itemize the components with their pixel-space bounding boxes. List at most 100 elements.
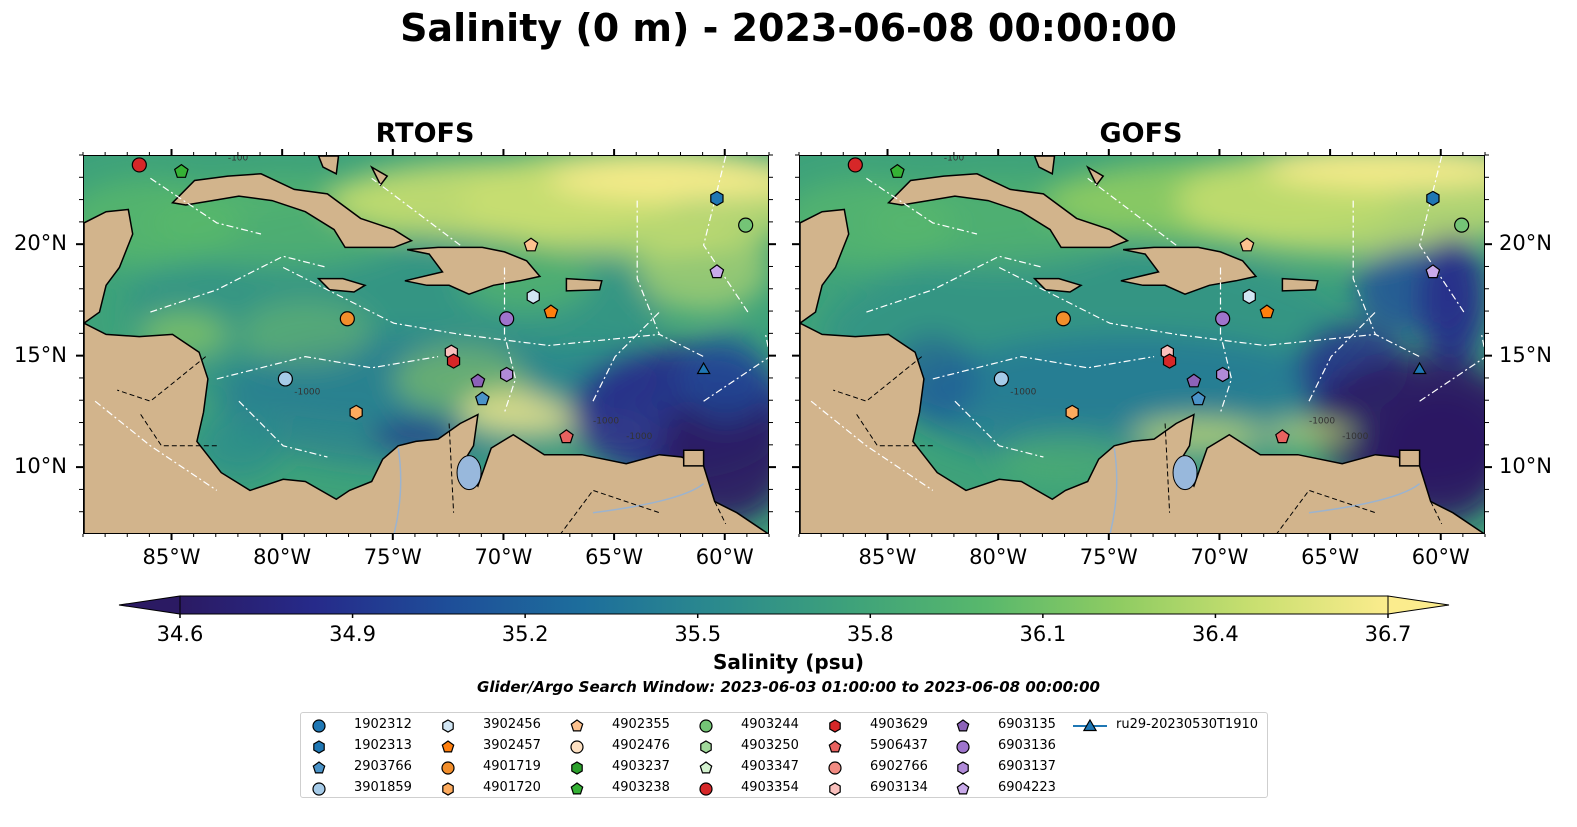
float-marker-6903135[interactable] xyxy=(1186,373,1202,388)
legend-label: 6904223 xyxy=(998,780,1056,795)
eez-boundary xyxy=(866,255,1044,313)
eez-boundary xyxy=(998,266,1376,347)
y-tick-label: 20°N xyxy=(14,231,67,256)
legend-marker xyxy=(956,740,970,754)
eez-boundary xyxy=(636,200,704,358)
legend-label: 5906437 xyxy=(870,738,928,753)
x-tick-label: 65°W xyxy=(585,545,644,569)
float-marker-4901719[interactable] xyxy=(1055,311,1071,327)
float-marker-4903354[interactable] xyxy=(847,157,863,173)
float-marker-ru29-20230530T1910[interactable] xyxy=(696,361,711,375)
eez-boundary xyxy=(1418,156,1465,313)
y-tick-label: 20°N xyxy=(1499,231,1552,256)
float-marker-6904223[interactable] xyxy=(1425,264,1441,279)
float-marker-2903766[interactable] xyxy=(474,391,490,406)
float-marker-5906437[interactable] xyxy=(1275,429,1290,444)
map-panel-gofs[interactable]: -100 -1000 -1000 -1000 xyxy=(799,155,1485,534)
legend-label: 4903244 xyxy=(741,717,799,732)
y-tick-label: 10°N xyxy=(1499,454,1552,479)
float-marker-3902456[interactable] xyxy=(1242,288,1256,305)
float-marker-4903244[interactable] xyxy=(738,217,754,233)
land-trinidad xyxy=(682,449,705,467)
float-marker-4903629[interactable] xyxy=(446,353,461,369)
eez-boundary xyxy=(810,400,934,491)
land-yucatan xyxy=(800,208,850,325)
eez-boundary xyxy=(371,177,461,246)
eez-boundary xyxy=(94,400,218,491)
colorbar-label: Salinity (psu) xyxy=(712,650,864,674)
land-trinidad xyxy=(1398,449,1421,467)
legend-marker xyxy=(829,719,841,733)
float-marker-1902313[interactable] xyxy=(1426,190,1440,207)
contour-label: -1000 xyxy=(593,417,619,427)
float-marker-6903135[interactable] xyxy=(470,373,486,388)
float-marker-4901720[interactable] xyxy=(1065,404,1079,421)
float-marker-3902457[interactable] xyxy=(543,304,559,319)
colorbar-tick-label: 35.8 xyxy=(846,622,894,646)
legend-label: 3902457 xyxy=(483,738,541,753)
tick-marks xyxy=(76,149,776,540)
y-tick-label: 10°N xyxy=(14,454,67,479)
float-marker-3902457[interactable] xyxy=(1259,304,1275,319)
country-border xyxy=(1164,423,1171,513)
eez-boundary xyxy=(702,156,749,313)
land-jamaica xyxy=(1032,277,1083,293)
country-border xyxy=(854,412,933,447)
rivers xyxy=(1109,447,1421,533)
land-cuba xyxy=(886,173,1130,249)
country-border xyxy=(1430,501,1443,525)
float-marker-4901719[interactable] xyxy=(339,311,355,327)
colorbar-tick-label: 36.1 xyxy=(1019,622,1067,646)
map-panel-rtofs[interactable]: -100 -1000 -1000 -1000 xyxy=(83,155,769,534)
x-tick-label: 80°W xyxy=(253,545,312,569)
legend-marker xyxy=(956,719,970,732)
contour-label: -1000 xyxy=(626,432,652,442)
float-marker-4903354[interactable] xyxy=(131,157,147,173)
legend-marker xyxy=(441,761,455,775)
float-marker-1902313[interactable] xyxy=(710,190,724,207)
float-marker-6904223[interactable] xyxy=(709,264,725,279)
eez-boundary xyxy=(932,355,1155,380)
legend-marker xyxy=(442,719,454,733)
legend-label: ru29-20230530T1910 xyxy=(1116,717,1259,732)
legend-label: 4903354 xyxy=(741,780,799,795)
float-marker-6903137[interactable] xyxy=(500,366,514,383)
contour-label: -1000 xyxy=(1342,432,1368,442)
float-marker-3901859[interactable] xyxy=(277,371,293,387)
float-marker-4902355[interactable] xyxy=(523,237,539,252)
x-tick-label: 80°W xyxy=(969,545,1028,569)
x-tick-label: 70°W xyxy=(474,545,533,569)
colorbar-tick-label: 34.9 xyxy=(329,622,376,646)
float-marker-4902355[interactable] xyxy=(1239,237,1255,252)
float-marker-2903766[interactable] xyxy=(1190,391,1206,406)
x-tick-label: 75°W xyxy=(1079,545,1138,569)
x-tick-label: 65°W xyxy=(1301,545,1360,569)
float-marker-4903238[interactable] xyxy=(173,163,189,178)
eez-boundary xyxy=(238,400,328,458)
float-marker-ru29-20230530T1910[interactable] xyxy=(1412,361,1427,375)
land-yucatan xyxy=(84,208,134,325)
float-marker-3901859[interactable] xyxy=(993,371,1009,387)
panel-title-gofs: GOFS xyxy=(1099,118,1183,149)
float-marker-4903244[interactable] xyxy=(1454,217,1470,233)
float-marker-4901720[interactable] xyxy=(349,404,363,421)
float-marker-6903136[interactable] xyxy=(499,311,515,327)
x-tick-label: 70°W xyxy=(1190,545,1249,569)
land-cuba xyxy=(170,173,414,249)
colorbar-extend-high xyxy=(1387,595,1450,615)
legend-marker xyxy=(441,740,455,753)
eez-boundary xyxy=(1352,200,1420,358)
eez-boundary xyxy=(150,255,328,313)
legend-label: 4901720 xyxy=(483,780,541,795)
y-tick-label: 15°N xyxy=(1499,342,1552,367)
float-marker-4903238[interactable] xyxy=(889,163,905,178)
float-marker-6903137[interactable] xyxy=(1216,366,1230,383)
float-marker-4903629[interactable] xyxy=(1162,353,1177,369)
land-hispaniola xyxy=(404,246,542,296)
float-marker-5906437[interactable] xyxy=(559,429,574,444)
legend-label: 4903238 xyxy=(612,780,670,795)
float-marker-3902456[interactable] xyxy=(526,288,540,305)
legend-label: 6903137 xyxy=(998,759,1056,774)
x-tick-label: 60°W xyxy=(695,545,754,569)
float-marker-6903136[interactable] xyxy=(1215,311,1231,327)
